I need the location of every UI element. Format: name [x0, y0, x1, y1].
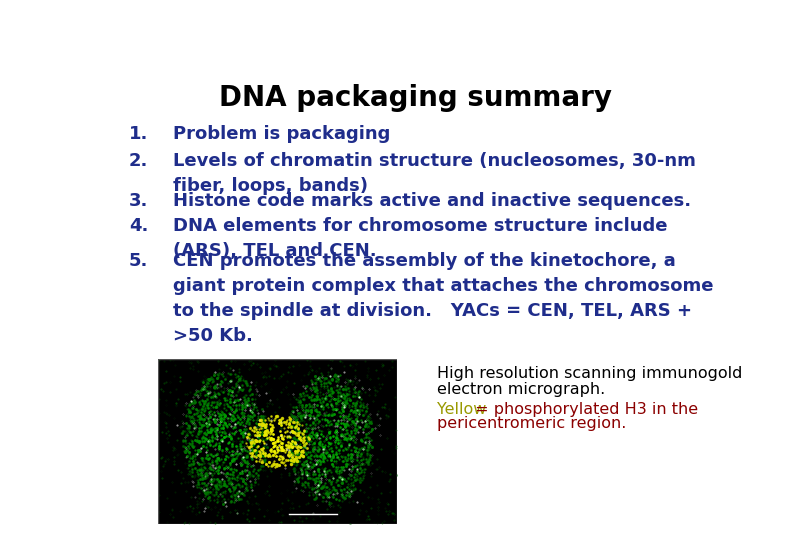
Text: (ARS), TEL and CEN.: (ARS), TEL and CEN. — [173, 241, 377, 260]
Text: 1.: 1. — [129, 125, 148, 143]
Text: fiber, loops, bands): fiber, loops, bands) — [173, 177, 369, 195]
Text: CEN promotes the assembly of the kinetochore, a: CEN promotes the assembly of the kinetoc… — [173, 252, 676, 270]
Text: electron micrograph.: electron micrograph. — [437, 382, 605, 397]
Text: pericentromeric region.: pericentromeric region. — [437, 416, 626, 431]
Text: DNA elements for chromosome structure include: DNA elements for chromosome structure in… — [173, 217, 668, 234]
Text: Histone code marks active and inactive sequences.: Histone code marks active and inactive s… — [173, 192, 692, 210]
Text: Yellow: Yellow — [437, 402, 487, 416]
Text: DNA packaging summary: DNA packaging summary — [219, 84, 612, 112]
Text: 3.: 3. — [129, 192, 148, 210]
Text: 4.: 4. — [129, 217, 148, 234]
Text: 5.: 5. — [129, 252, 148, 270]
Text: = phosphorylated H3 in the: = phosphorylated H3 in the — [470, 402, 698, 416]
Text: to the spindle at division.   YACs = CEN, TEL, ARS +: to the spindle at division. YACs = CEN, … — [173, 302, 693, 320]
Text: High resolution scanning immunogold: High resolution scanning immunogold — [437, 366, 743, 381]
Text: Levels of chromatin structure (nucleosomes, 30-nm: Levels of chromatin structure (nucleosom… — [173, 152, 697, 170]
Text: 2.: 2. — [129, 152, 148, 170]
Text: giant protein complex that attaches the chromosome: giant protein complex that attaches the … — [173, 277, 714, 295]
Text: >50 Kb.: >50 Kb. — [173, 327, 254, 345]
Text: Problem is packaging: Problem is packaging — [173, 125, 390, 143]
